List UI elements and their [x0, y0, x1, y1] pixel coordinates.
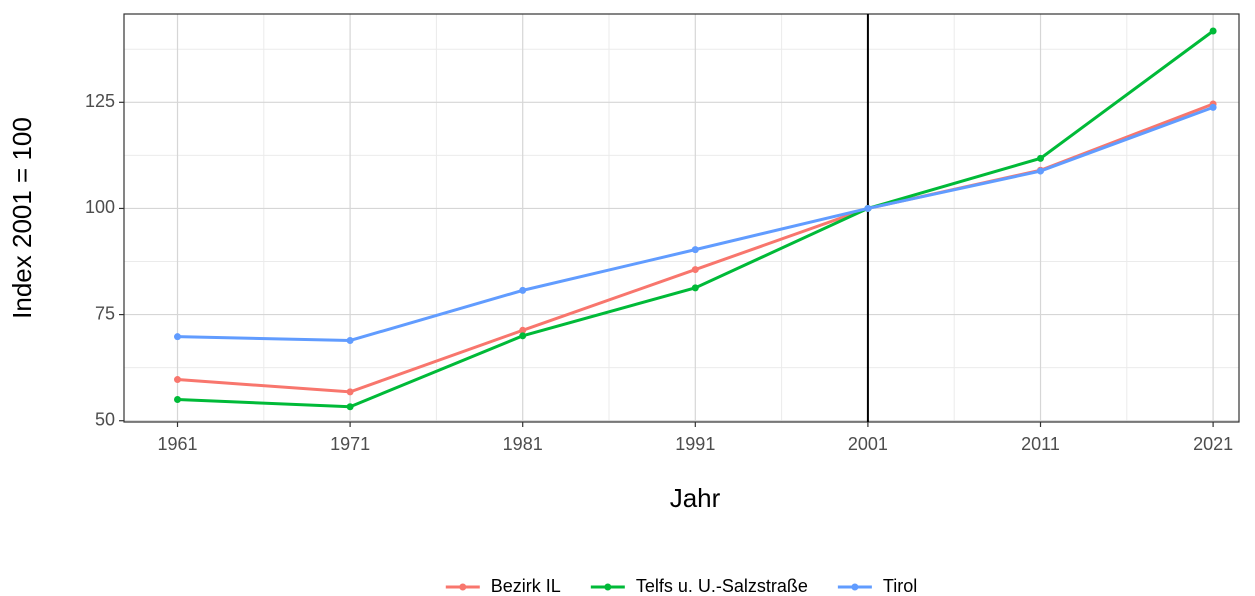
- data-point: [864, 204, 872, 212]
- x-tick-label: 2001: [848, 434, 888, 454]
- data-point: [1209, 103, 1217, 111]
- legend: Bezirk IL Telfs u. U.-Salzstraße Tirol: [445, 576, 917, 596]
- data-point: [519, 326, 527, 334]
- data-point: [346, 336, 354, 344]
- x-tick-label: 1981: [503, 434, 543, 454]
- data-point: [346, 403, 354, 411]
- legend-swatch-dot: [459, 583, 467, 591]
- data-point: [1037, 154, 1045, 162]
- y-axis-label: Index 2001 = 100: [7, 117, 37, 319]
- data-point: [174, 333, 182, 341]
- x-axis-label: Jahr: [670, 483, 721, 513]
- data-point: [519, 332, 527, 340]
- legend-label: Tirol: [883, 576, 917, 596]
- data-point: [174, 376, 182, 384]
- y-tick-label: 125: [85, 91, 115, 111]
- data-point: [691, 266, 699, 274]
- legend-swatch-dot: [851, 583, 859, 591]
- x-tick-label: 1991: [675, 434, 715, 454]
- x-tick-label: 1961: [157, 434, 197, 454]
- legend-swatch-dot: [604, 583, 612, 591]
- x-tick-label: 2021: [1193, 434, 1233, 454]
- y-tick-label: 75: [95, 303, 115, 323]
- y-tick-label: 100: [85, 197, 115, 217]
- plot-border: [123, 13, 1240, 423]
- data-point: [691, 246, 699, 254]
- data-point: [691, 284, 699, 292]
- data-point: [346, 388, 354, 396]
- data-point: [1037, 167, 1045, 175]
- legend-label: Bezirk IL: [491, 576, 561, 596]
- data-point: [519, 286, 527, 294]
- legend-label: Telfs u. U.-Salzstraße: [636, 576, 808, 596]
- data-point: [174, 395, 182, 403]
- data-point: [1209, 27, 1217, 35]
- y-tick-label: 50: [95, 409, 115, 429]
- x-tick-label: 2011: [1021, 434, 1060, 454]
- x-tick-label: 1971: [330, 434, 370, 454]
